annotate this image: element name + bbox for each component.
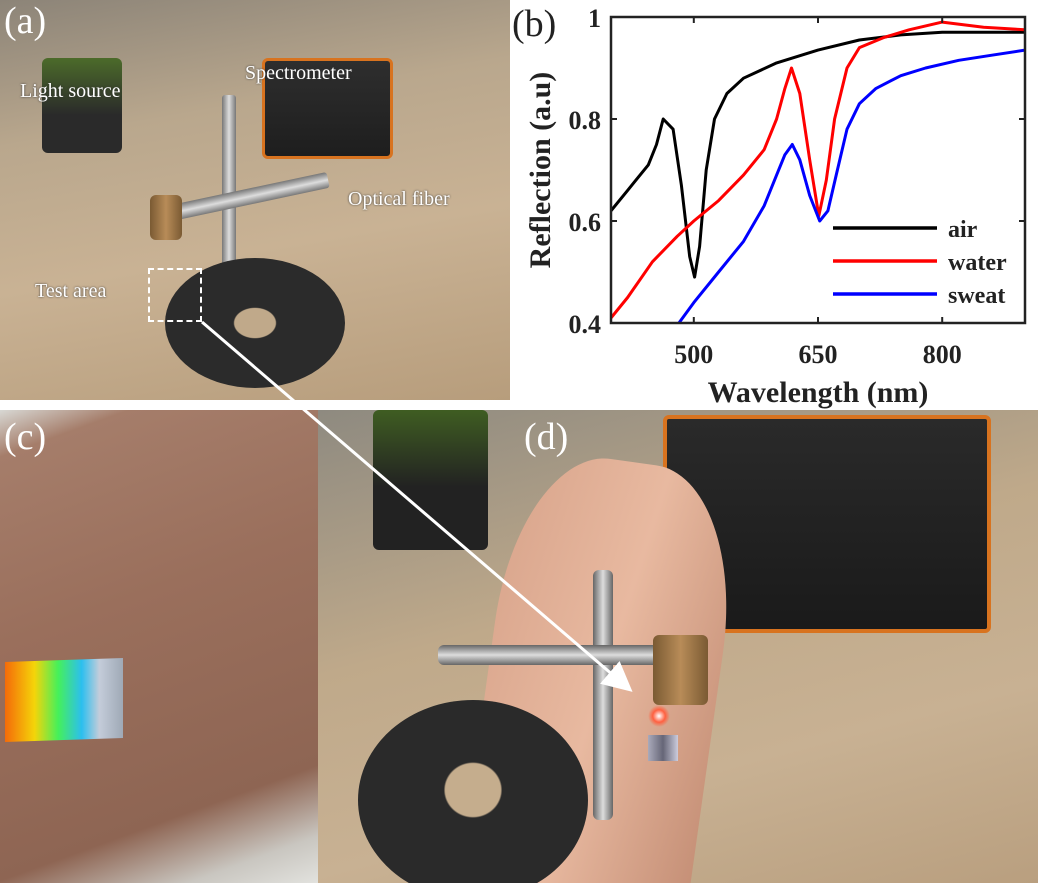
light-source-device <box>42 58 122 153</box>
panel-a-photo: Light source Spectrometer Optical fiber … <box>0 0 510 400</box>
x-tick-label: 500 <box>674 340 713 369</box>
y-tick-label: 0.8 <box>569 106 602 135</box>
stand-rod <box>593 570 613 820</box>
x-tick-label: 800 <box>923 340 962 369</box>
panel-b-label: (b) <box>512 3 556 45</box>
stand-base <box>358 700 588 883</box>
optical-fiber-label: Optical fiber <box>348 188 450 210</box>
x-axis-label: Wavelength (nm) <box>708 376 929 409</box>
test-area-label: Test area <box>35 280 107 302</box>
spectrometer-label: Spectrometer <box>245 62 352 84</box>
y-tick-label: 0.6 <box>569 208 602 237</box>
series-line-water <box>611 20 1025 319</box>
panel-d-photo: (d) <box>318 410 1038 883</box>
cross-rod <box>438 645 708 665</box>
stand-rod <box>222 95 236 275</box>
light-source-label: Light source <box>20 80 121 102</box>
y-axis-label: Reflection (a.u) <box>524 72 557 269</box>
y-tick-label: 1 <box>588 4 601 33</box>
fiber-holder <box>150 195 182 240</box>
panel-d-label: (d) <box>524 416 569 458</box>
legend-label-water: water <box>948 250 1007 276</box>
fiber-holder <box>653 635 708 705</box>
test-area-box <box>148 268 202 322</box>
panel-c-label: (c) <box>4 416 47 458</box>
x-tick-label: 650 <box>799 340 838 369</box>
sensor-film <box>648 735 678 761</box>
reflection-chart: 500 650 800 0.4 0.6 0.8 1 Wavelength (nm) Reflec… <box>510 0 1038 410</box>
panel-a-label: (a) <box>4 0 47 42</box>
series-line-sweat <box>677 48 1025 323</box>
red-light-spot <box>648 705 670 727</box>
legend-label-sweat: sweat <box>948 283 1005 309</box>
legend-label-air: air <box>948 217 978 243</box>
spectrometer-device <box>262 58 393 159</box>
light-source-device <box>373 410 488 550</box>
panel-c-photo: (c) <box>0 410 318 883</box>
y-tick-label: 0.4 <box>569 310 602 339</box>
